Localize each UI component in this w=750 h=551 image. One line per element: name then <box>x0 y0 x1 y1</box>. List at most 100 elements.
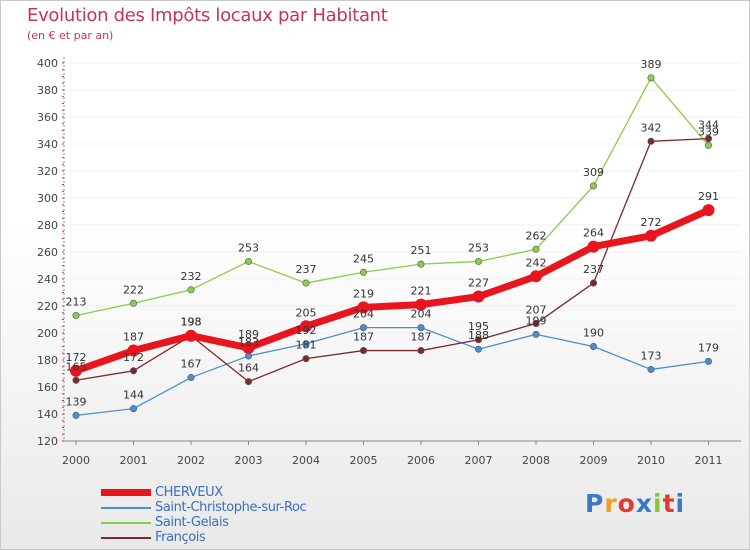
logo-letter: t <box>662 489 676 518</box>
y-tick-label: 280 <box>37 219 58 232</box>
data-point <box>300 320 312 333</box>
data-label: 195 <box>468 320 489 333</box>
legend-item: François <box>101 530 401 545</box>
data-label: 227 <box>468 277 489 290</box>
data-label: 187 <box>353 331 374 344</box>
data-label: 198 <box>181 316 202 329</box>
data-point <box>589 182 597 190</box>
x-tick-label: 2010 <box>637 454 665 467</box>
series-line-2 <box>75 77 710 317</box>
data-point <box>530 270 542 283</box>
data-label: 245 <box>353 252 374 265</box>
proxiti-logo: Proxiti <box>585 489 685 518</box>
data-point <box>474 336 482 344</box>
data-point <box>127 344 140 357</box>
data-label: 251 <box>411 244 432 257</box>
y-tick-label: 300 <box>37 192 58 205</box>
data-label: 232 <box>181 270 202 283</box>
data-label: 164 <box>238 362 259 375</box>
data-point <box>302 340 310 348</box>
data-label: 221 <box>411 285 432 298</box>
x-tick-label: 2009 <box>580 454 608 467</box>
data-point <box>302 355 310 363</box>
data-point <box>702 204 715 217</box>
series-line-3 <box>75 137 710 383</box>
data-label: 192 <box>296 324 317 337</box>
data-label: 262 <box>526 229 547 242</box>
legend-swatch <box>101 522 151 524</box>
data-label: 198 <box>181 316 202 329</box>
data-label: 189 <box>238 328 259 341</box>
data-label: 242 <box>526 256 547 269</box>
data-label: 272 <box>641 216 662 229</box>
data-label: 167 <box>181 358 202 371</box>
logo-letter: o <box>617 489 636 518</box>
x-tick-label: 2002 <box>177 454 205 467</box>
data-label: 179 <box>698 341 719 354</box>
x-tick-label: 2011 <box>695 454 723 467</box>
data-point <box>647 137 655 145</box>
y-tick-label: 320 <box>37 165 58 178</box>
data-label: 237 <box>296 263 317 276</box>
data-point <box>474 257 482 265</box>
legend-swatch <box>101 507 151 509</box>
y-tick-label: 160 <box>37 381 58 394</box>
data-point <box>417 324 425 332</box>
data-point <box>587 240 600 253</box>
y-tick-label: 240 <box>37 273 58 286</box>
legend-item: Saint-Christophe-sur-Roc <box>101 500 401 515</box>
data-label: 172 <box>123 351 144 364</box>
data-point <box>589 342 597 350</box>
x-tick-label: 2007 <box>465 454 493 467</box>
data-label: 253 <box>468 241 489 254</box>
data-label: 144 <box>123 389 144 402</box>
data-label: 309 <box>583 166 604 179</box>
y-tick-label: 360 <box>37 111 58 124</box>
data-label: 204 <box>411 308 432 321</box>
data-label: 188 <box>468 329 489 342</box>
data-label: 291 <box>698 190 719 203</box>
data-point <box>417 260 425 268</box>
legend-label: François <box>155 530 206 545</box>
logo-letter: i <box>675 489 686 518</box>
data-point <box>359 268 367 276</box>
y-tick-label: 220 <box>37 300 58 313</box>
data-label: 389 <box>641 58 662 71</box>
y-tick-label: 200 <box>37 327 58 340</box>
data-label: 264 <box>583 227 604 240</box>
data-point <box>72 411 80 419</box>
x-tick-label: 2001 <box>120 454 148 467</box>
data-point <box>704 357 712 365</box>
x-tick-label: 2008 <box>522 454 550 467</box>
data-point <box>245 257 253 265</box>
data-label: 204 <box>353 308 374 321</box>
logo-letter: r <box>604 489 618 518</box>
data-label: 205 <box>296 306 317 319</box>
data-point <box>185 329 197 342</box>
data-point <box>532 330 540 338</box>
data-point <box>302 279 310 287</box>
x-tick-label: 2006 <box>407 454 435 467</box>
data-point <box>645 229 657 242</box>
data-label: 342 <box>641 121 662 134</box>
x-tick-label: 2004 <box>292 454 320 467</box>
chart-title: Evolution des Impôts locaux par Habitant <box>27 5 388 26</box>
data-label: 213 <box>66 295 87 308</box>
data-point <box>187 374 195 382</box>
y-tick-label: 400 <box>37 57 58 70</box>
x-tick-label: 2005 <box>350 454 378 467</box>
data-label: 339 <box>698 125 719 138</box>
data-point <box>532 320 540 328</box>
data-point <box>474 345 482 353</box>
legend-item: CHERVEUX <box>101 485 401 500</box>
chart-legend: CHERVEUX Saint-Christophe-sur-Roc Saint-Ge… <box>101 485 401 545</box>
data-label: 344 <box>698 119 719 132</box>
data-point <box>647 74 655 82</box>
data-point <box>70 364 82 377</box>
data-label: 190 <box>583 327 604 340</box>
y-tick-label: 180 <box>37 354 58 367</box>
data-point <box>187 286 195 294</box>
data-label: 253 <box>238 241 259 254</box>
data-point <box>130 405 138 413</box>
